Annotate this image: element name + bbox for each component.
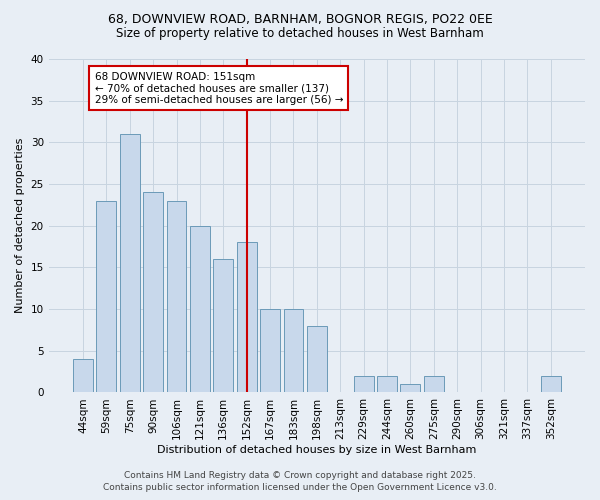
- Text: Contains HM Land Registry data © Crown copyright and database right 2025.
Contai: Contains HM Land Registry data © Crown c…: [103, 471, 497, 492]
- Bar: [377, 376, 397, 392]
- Bar: [214, 259, 233, 392]
- Bar: [73, 359, 93, 392]
- X-axis label: Distribution of detached houses by size in West Barnham: Distribution of detached houses by size …: [157, 445, 476, 455]
- Y-axis label: Number of detached properties: Number of detached properties: [15, 138, 25, 314]
- Bar: [307, 326, 327, 392]
- Text: 68, DOWNVIEW ROAD, BARNHAM, BOGNOR REGIS, PO22 0EE: 68, DOWNVIEW ROAD, BARNHAM, BOGNOR REGIS…: [107, 12, 493, 26]
- Bar: [120, 134, 140, 392]
- Text: 68 DOWNVIEW ROAD: 151sqm
← 70% of detached houses are smaller (137)
29% of semi-: 68 DOWNVIEW ROAD: 151sqm ← 70% of detach…: [95, 72, 343, 104]
- Bar: [97, 200, 116, 392]
- Bar: [400, 384, 421, 392]
- Bar: [190, 226, 210, 392]
- Bar: [260, 309, 280, 392]
- Bar: [353, 376, 374, 392]
- Bar: [424, 376, 443, 392]
- Bar: [284, 309, 304, 392]
- Text: Size of property relative to detached houses in West Barnham: Size of property relative to detached ho…: [116, 28, 484, 40]
- Bar: [167, 200, 187, 392]
- Bar: [237, 242, 257, 392]
- Bar: [143, 192, 163, 392]
- Bar: [541, 376, 560, 392]
